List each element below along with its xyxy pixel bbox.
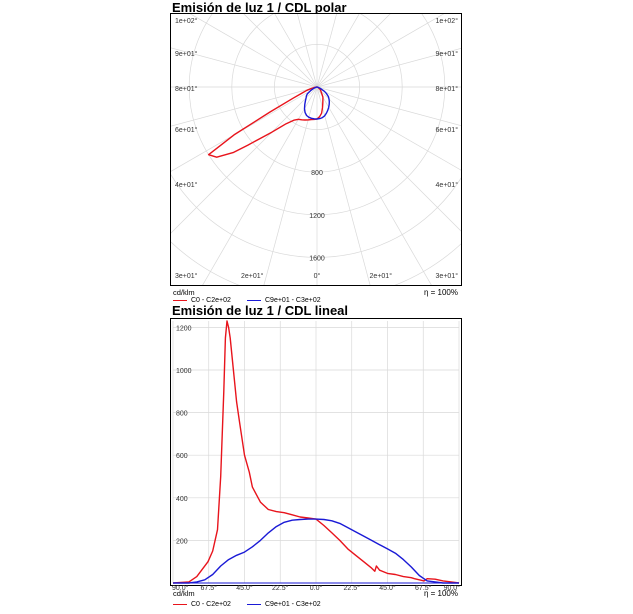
polar-series: [207, 86, 330, 158]
linear-series: [172, 320, 460, 584]
polar-angle-label-left: 4e+01°: [175, 181, 198, 189]
polar-series-line-0: [207, 86, 324, 158]
polar-grid-spoke: [316, 0, 469, 88]
legend-label: C9e+01 - C3e+02: [265, 601, 321, 608]
polar-angle-label-right: 6e+01°: [436, 126, 459, 134]
polar-legend-item-c0: C0 - C2e+02: [173, 297, 231, 304]
linear-labels: 200 400 600 800 1000 1200: [176, 325, 192, 545]
linear-legend: cd/klm η = 100% C0 - C2e+02 C9e+01 - C3e…: [170, 584, 462, 611]
polar-angle-label-right: 9e+01°: [436, 50, 459, 58]
linear-chart-title: Emisión de luz 1 / CDL lineal: [172, 303, 349, 318]
polar-angle-label-left: 3e+01°: [175, 272, 198, 280]
polar-grid-spoke: [0, 86, 318, 173]
linear-series-line-0: [172, 320, 460, 584]
polar-angle-label-left: 9e+01°: [175, 50, 198, 58]
polar-chart: 800 1200 1600 1e+02° 9e+01° 8e+01° 6e+01° 4e+01…: [0, 0, 633, 587]
polar-angle-label-right: 1e+02°: [436, 17, 459, 25]
polar-angle-label-bottom: 0°: [314, 272, 321, 280]
linear-legend-item-c90: C9e+01 - C3e+02: [247, 601, 321, 608]
linear-x-tick-label: 22.5°: [272, 584, 289, 592]
legend-label: C9e+01 - C3e+02: [265, 297, 321, 304]
polar-efficiency-label: η = 100%: [423, 288, 458, 297]
polar-legend-item-c90: C9e+01 - C3e+02: [247, 297, 321, 304]
legend-label: C0 - C2e+02: [191, 601, 231, 608]
polar-grid-spoke: [165, 0, 318, 88]
polar-grid-spoke: [316, 0, 368, 88]
linear-series-line-1: [173, 518, 459, 584]
linear-y-tick-label: 600: [176, 453, 188, 460]
legend-label: C0 - C2e+02: [191, 297, 231, 304]
polar-angle-label-left: 1e+02°: [175, 17, 198, 25]
polar-angle-label-left: 8e+01°: [175, 85, 198, 93]
polar-unit-label: cd/klm: [173, 288, 195, 297]
linear-x-tick-label: 0.0°: [310, 584, 323, 592]
linear-y-tick-label: 800: [176, 411, 188, 418]
linear-unit-label: cd/klm: [173, 589, 195, 598]
polar-angle-label-left: 2e+01°: [241, 272, 264, 280]
polar-grid-spoke: [266, 0, 318, 88]
linear-chart: 200 400 600 800 1000 1200: [172, 320, 460, 584]
linear-y-tick-label: 400: [176, 496, 188, 503]
polar-grid-spoke: [229, 0, 318, 88]
polar-chart-title: Emisión de luz 1 / CDL polar: [172, 0, 347, 15]
polar-legend: cd/klm η = 100% C0 - C2e+02 C9e+01 - C3e…: [170, 286, 462, 306]
linear-y-tick-label: 1200: [176, 325, 192, 332]
linear-x-tick-label: 45.0°: [236, 584, 253, 592]
polar-grid-spoke: [316, 0, 405, 88]
linear-x-tick-label: 90.0°: [172, 584, 189, 592]
legend-swatch-red: [173, 604, 187, 605]
linear-x-tick-label: 90.0°: [444, 584, 461, 592]
linear-chart-panel: 200 400 600 800 1000 1200: [170, 318, 462, 586]
polar-angle-label-right: 4e+01°: [436, 181, 459, 189]
linear-y-tick-label: 1000: [176, 368, 192, 375]
linear-efficiency-label: η = 100%: [423, 589, 458, 598]
polar-labels: 800 1200 1600 1e+02° 9e+01° 8e+01° 6e+01° 4e+01…: [175, 17, 458, 280]
polar-angle-label-right: 2e+01°: [370, 272, 393, 280]
linear-y-tick-label: 200: [176, 538, 188, 545]
polar-radial-tick-label: 1600: [309, 255, 325, 262]
linear-grid: [172, 321, 460, 584]
polar-radial-tick-label: 1200: [309, 213, 325, 220]
polar-radial-tick-label: 800: [311, 170, 323, 177]
polar-grid-spoke: [316, 86, 633, 173]
polar-angle-label-right: 8e+01°: [436, 85, 459, 93]
linear-legend-item-c0: C0 - C2e+02: [173, 601, 231, 608]
polar-angle-label-right: 3e+01°: [436, 272, 459, 280]
legend-swatch-red: [173, 300, 187, 301]
linear-x-axis-labels: 90.0° 67.5° 45.0° 22.5° 0.0° 22.5° 45.0° 67.5° 9…: [172, 584, 461, 592]
polar-grid-circle: [146, 0, 488, 258]
polar-chart-panel: 800 1200 1600 1e+02° 9e+01° 8e+01° 6e+01° 4e+01…: [0, 0, 633, 587]
linear-x-tick-label: 67.5°: [415, 584, 432, 592]
polar-angle-label-left: 6e+01°: [175, 126, 198, 134]
linear-x-tick-label: 22.5°: [344, 584, 361, 592]
legend-swatch-blue: [247, 300, 261, 301]
linear-x-tick-label: 45.0°: [379, 584, 396, 592]
polar-series-line-1: [303, 86, 330, 120]
legend-swatch-blue: [247, 604, 261, 605]
linear-x-tick-label: 67.5°: [201, 584, 218, 592]
